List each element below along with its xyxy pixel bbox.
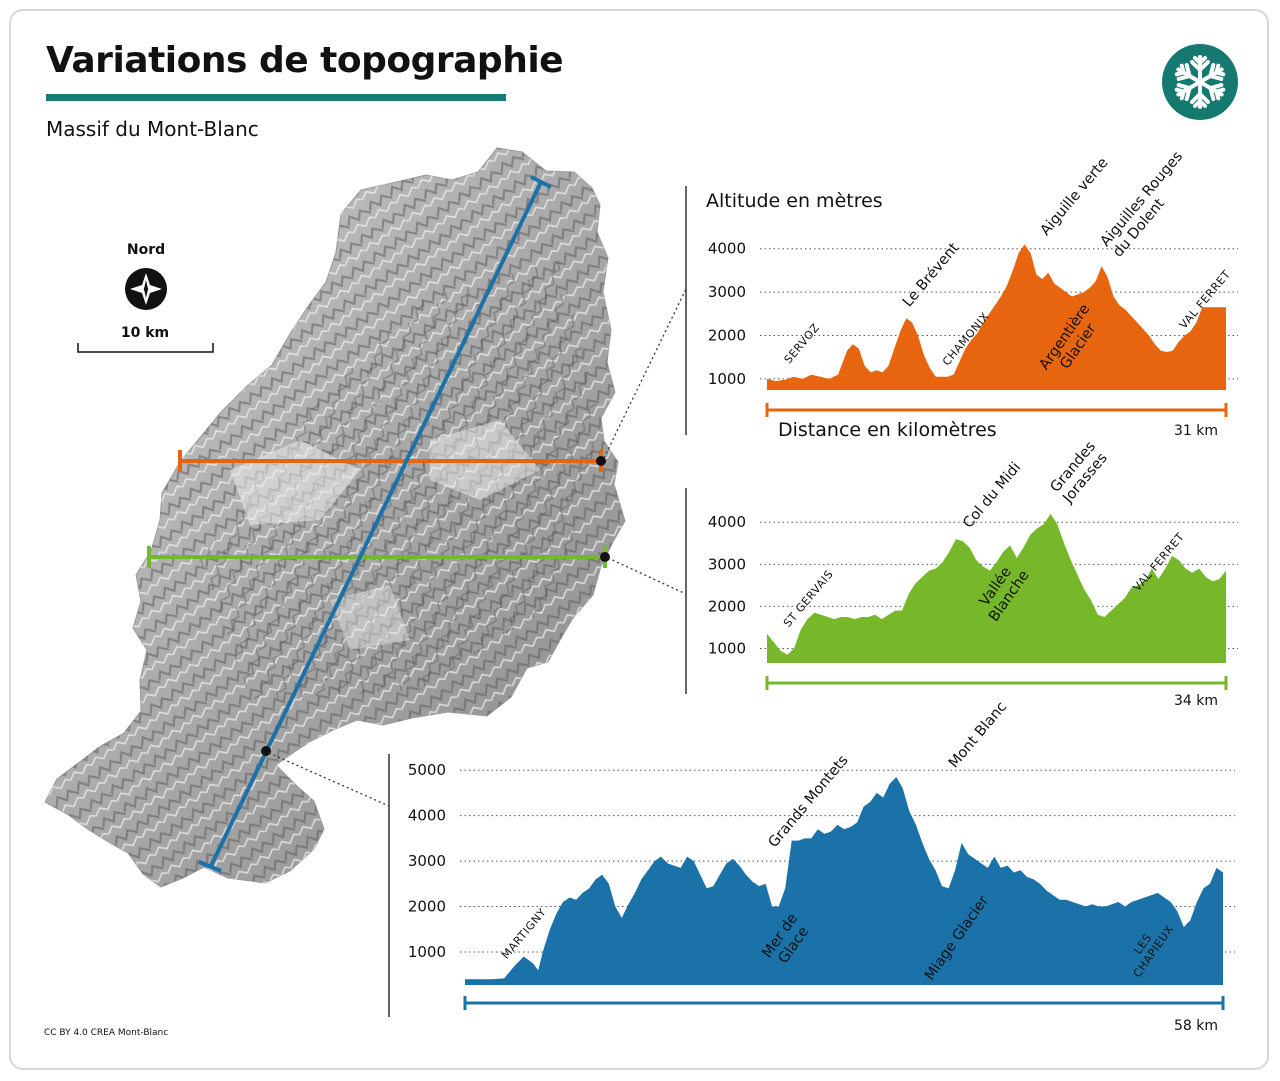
page-subtitle: Massif du Mont-Blanc [46,117,259,141]
transect-orange [178,450,606,472]
peak-label-martigny: MARTIGNY [499,906,549,962]
compass-rose-icon [125,268,167,310]
y-axis-title: Altitude en mètres [706,190,883,212]
x-axis-title: Distance en kilomètres [778,419,997,441]
peak-label-aiguilles-rouges-du-dolent: Aiguilles Rougesdu Dolent [1098,149,1199,261]
y-tick-label-green-2000: 2000 [708,597,746,615]
y-tick-label-orange-1000: 1000 [708,370,746,388]
peak-label-mont-blanc: Mont Blanc [946,699,1010,771]
y-tick-label-blue-1000: 1000 [408,943,446,961]
scale-label: 10 km [121,325,169,341]
distance-label-green: 34 km [1174,693,1218,709]
peak-label-grandes-jorasses: GrandesJorasses [1047,439,1112,507]
scale-bar [77,343,214,353]
peak-label-servoz: SERVOZ [782,321,823,366]
profile-area-green [767,513,1226,663]
leader-line-green [607,557,687,595]
snowflake-icon [1162,44,1238,120]
transect-green [147,546,610,568]
y-tick-label-orange-4000: 4000 [708,240,746,258]
y-tick-label-blue-5000: 5000 [408,761,446,779]
leader-line-orange [603,288,687,459]
title-underline [46,94,506,101]
y-tick-label-green-1000: 1000 [708,640,746,658]
peak-label-aiguille-verte: Aiguille verte [1038,155,1112,239]
y-tick-label-blue-2000: 2000 [408,898,446,916]
y-tick-label-green-4000: 4000 [708,513,746,531]
profile-area-orange [767,244,1226,390]
leader-line-blue [268,752,390,807]
y-tick-label-orange-2000: 2000 [708,327,746,345]
peak-label-le-brevent: Le Brévent [900,240,963,310]
glacier-highlight [330,585,410,650]
profile-area-blue [465,777,1223,985]
y-tick-label-blue-4000: 4000 [408,807,446,825]
page-title: Variations de topographie [46,40,564,81]
credit-line: CC BY 4.0 CREA Mont-Blanc [44,1028,169,1038]
north-label: Nord [127,242,165,258]
y-tick-label-green-3000: 3000 [708,555,746,573]
transect-blue [198,175,552,873]
y-tick-label-orange-3000: 3000 [708,283,746,301]
y-tick-label-blue-3000: 3000 [408,852,446,870]
peak-label-col-du-midi: Col du Midi [960,460,1024,532]
ridge-texture-2 [200,260,600,700]
distance-label-blue: 58 km [1174,1018,1218,1034]
distance-label-orange: 31 km [1174,423,1218,439]
relief-map [44,147,626,888]
